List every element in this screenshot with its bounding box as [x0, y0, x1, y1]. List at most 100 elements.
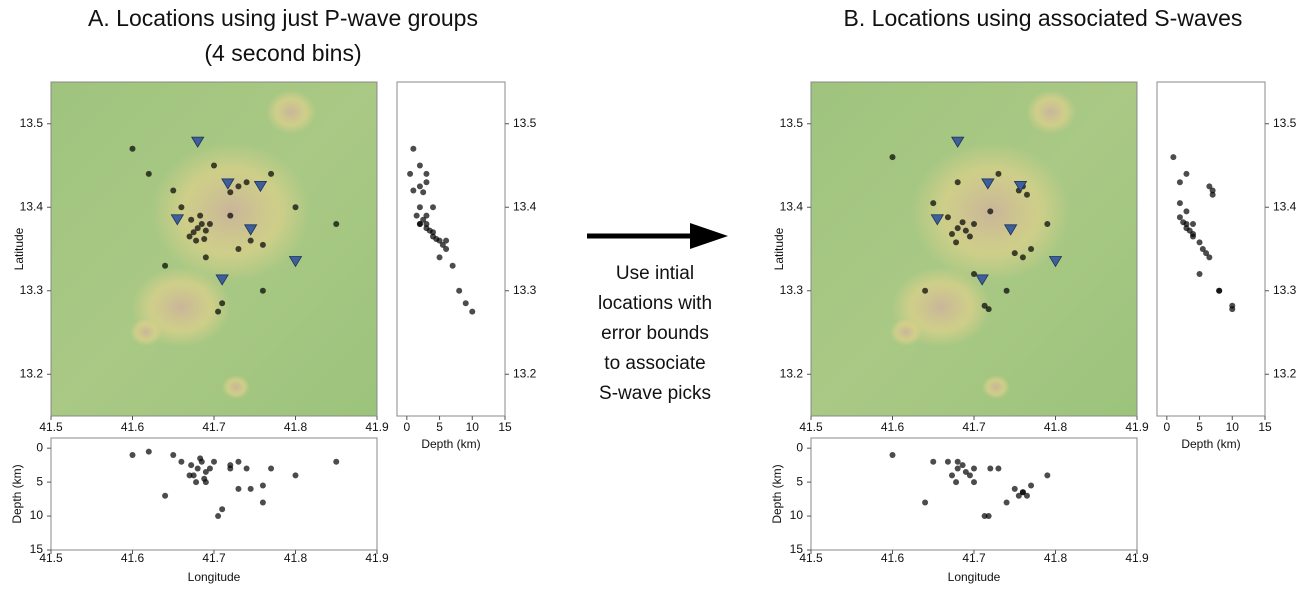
event-depth [1183, 170, 1190, 177]
event-lon-depth [202, 468, 209, 475]
x-tick-label: 41.7 [202, 420, 226, 434]
event-depth [1229, 306, 1236, 313]
event-depth [1176, 200, 1183, 207]
y-tick-label: 13.4 [513, 199, 537, 213]
event [259, 287, 266, 294]
event-lon-depth [194, 465, 201, 472]
depth-axis-label: Depth (km) [1181, 437, 1240, 451]
event-depth [420, 189, 427, 196]
x-tick-label: 41.7 [962, 420, 986, 434]
depth-tick-label: 10 [790, 508, 804, 522]
chart-title: (4 second bins) [204, 40, 361, 66]
y-tick-label: 13.3 [20, 283, 44, 297]
x-tick-label: 41.7 [202, 551, 226, 565]
y-tick-label: 13.3 [780, 283, 804, 297]
event-depth [449, 262, 456, 269]
event-depth [1199, 246, 1206, 252]
event-lon-depth [170, 451, 177, 458]
volcano [130, 318, 162, 346]
event [190, 229, 197, 236]
event-lon-depth [227, 465, 234, 472]
event-depth [1206, 254, 1213, 261]
event-depth [1206, 183, 1213, 190]
event-lon-depth [954, 465, 961, 472]
depth-tick-label: 15 [498, 420, 512, 434]
event-depth [423, 220, 430, 227]
y-axis-label: Latitude [772, 227, 786, 270]
y-tick-label: 13.2 [780, 366, 804, 380]
event-depth [410, 145, 417, 152]
x-tick-label: 41.5 [799, 551, 823, 565]
depth-axis-label: Depth (km) [10, 464, 24, 523]
station [170, 214, 185, 226]
event-lon-depth [930, 458, 937, 465]
depth-tick-label: 5 [796, 474, 803, 488]
depth-tick-label: 0 [403, 420, 410, 434]
depth-tick-label: 10 [1226, 420, 1240, 434]
event-depth [1190, 233, 1196, 240]
event-lon-depth [948, 472, 955, 479]
event [197, 212, 204, 219]
event [333, 220, 340, 227]
event [145, 170, 152, 177]
event [981, 302, 988, 309]
event [987, 208, 994, 215]
y-tick-label: 13.2 [20, 366, 44, 380]
chart-title: B. Locations using associated S-waves [844, 5, 1243, 31]
event-lon-depth [1028, 482, 1035, 489]
event-depth [436, 254, 443, 261]
x-tick-label: 41.8 [284, 420, 308, 434]
event [962, 227, 969, 234]
x-axis-label: Longitude [948, 570, 1001, 584]
x-tick-label: 41.7 [962, 551, 986, 565]
event [971, 271, 977, 278]
y-tick-label: 13.4 [20, 199, 44, 213]
depth-tick-label: 15 [790, 542, 804, 556]
y-tick-label: 13.3 [513, 283, 537, 297]
event [944, 214, 951, 221]
event-depth [416, 220, 423, 227]
event-lon-depth [178, 458, 185, 465]
event [219, 300, 226, 307]
event-lon-depth [259, 482, 266, 489]
event [1011, 250, 1018, 257]
event-depth [416, 162, 423, 169]
event-depth [1170, 154, 1177, 161]
event [227, 212, 234, 219]
event-lon-depth [215, 513, 222, 520]
frame [1156, 81, 1266, 417]
event [178, 204, 185, 211]
event [162, 262, 169, 269]
event-lon-depth [1003, 499, 1010, 506]
event-depth [439, 241, 446, 248]
x-tick-label: 41.8 [1044, 420, 1068, 434]
x-tick-label: 41.5 [39, 551, 63, 565]
y-tick-label: 13.2 [513, 366, 537, 380]
event-depth [430, 233, 436, 240]
event-depth [420, 216, 427, 223]
event [948, 230, 955, 237]
event-lon-depth [333, 458, 340, 465]
depth-tick-label: 5 [436, 420, 443, 434]
depth-axis-label: Depth (km) [770, 464, 784, 523]
event-depth [1176, 214, 1183, 221]
event-lon-depth [162, 492, 169, 499]
event [243, 179, 250, 186]
y-tick-label: 13.4 [1273, 199, 1297, 213]
depth-tick-label: 10 [466, 420, 480, 434]
event-lon-depth [966, 472, 973, 479]
event-depth [456, 287, 463, 294]
event-lon-depth [1023, 492, 1030, 499]
lon-depth-panel [811, 438, 1137, 550]
event-lon-depth [193, 479, 200, 486]
event-depth [1203, 250, 1210, 257]
event [1028, 246, 1035, 252]
x-tick-label: 41.6 [881, 551, 905, 565]
depth-tick-label: 15 [30, 542, 44, 556]
volcano [982, 375, 1010, 399]
event [194, 225, 201, 232]
event [985, 306, 992, 313]
chart-title: A. Locations using just P-wave groups [88, 5, 478, 31]
event-lon-depth [211, 458, 217, 465]
event-depth [1196, 239, 1203, 246]
